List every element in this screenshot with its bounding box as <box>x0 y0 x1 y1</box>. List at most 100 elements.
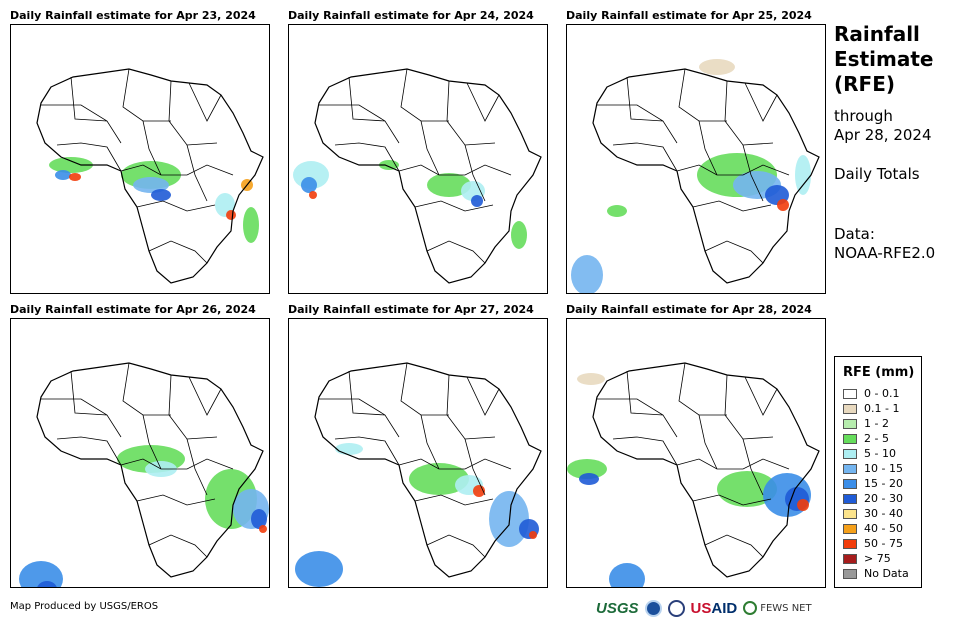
country-border <box>120 458 234 470</box>
country-border <box>398 164 512 176</box>
country-border <box>414 494 494 506</box>
rainfall-area <box>567 459 607 479</box>
legend-item: 10 - 15 <box>843 461 921 476</box>
country-border <box>612 436 678 466</box>
country-border <box>742 144 764 202</box>
continent-outline <box>592 68 820 284</box>
rainfall-area <box>151 189 171 201</box>
country-border <box>400 362 449 416</box>
legend-swatch <box>843 568 857 579</box>
commerce-seal-icon <box>667 599 685 617</box>
legend-swatch <box>843 478 857 489</box>
country-border <box>464 438 486 496</box>
rainfall-area <box>511 221 527 249</box>
africa-map-svg <box>571 59 820 293</box>
country-border <box>420 414 440 470</box>
map-title-block: Rainfall Estimate (RFE) through Apr 28, … <box>834 22 964 263</box>
country-border <box>597 104 678 144</box>
country-border <box>56 436 122 466</box>
through-label: through <box>834 107 893 125</box>
main-title-line: (RFE) <box>834 72 896 96</box>
rainfall-map <box>288 24 548 294</box>
legend-label: 15 - 20 <box>864 477 903 490</box>
rainfall-area <box>55 170 71 180</box>
legend-item: 0 - 0.1 <box>843 386 921 401</box>
legend-swatch <box>843 538 857 549</box>
main-title-line: Rainfall <box>834 22 920 46</box>
legend-label: No Data <box>864 567 909 580</box>
country-border <box>168 80 218 146</box>
rainfall-area <box>571 255 603 293</box>
country-border <box>186 144 208 202</box>
rainfall-area <box>427 173 471 197</box>
country-border <box>122 362 171 416</box>
country-border <box>56 142 122 172</box>
country-border <box>704 240 764 264</box>
country-border <box>464 144 486 202</box>
country-border <box>724 80 774 146</box>
country-border <box>676 164 790 176</box>
noaa-logo-icon <box>644 599 662 617</box>
country-border <box>148 240 208 264</box>
legend-label: 2 - 5 <box>864 432 889 445</box>
country-border <box>597 398 678 438</box>
continent-outline <box>36 362 264 578</box>
country-border <box>466 82 500 122</box>
rainfall-area <box>309 191 317 199</box>
country-border <box>724 374 774 440</box>
rfe-legend: RFE (mm) 0 - 0.1 0.1 - 1 1 - 2 2 - 5 5 - 10 1… <box>834 356 922 588</box>
country-border <box>319 398 400 438</box>
legend-item: 1 - 2 <box>843 416 921 431</box>
rainfall-area <box>529 531 537 539</box>
panel-title: Daily Rainfall estimate for Apr 28, 2024 <box>566 303 812 316</box>
legend-label: 0 - 0.1 <box>864 387 900 400</box>
legend-swatch <box>843 448 857 459</box>
continent-outline <box>592 362 820 578</box>
country-border <box>188 82 222 122</box>
legend-swatch <box>843 403 857 414</box>
country-border <box>41 398 122 438</box>
globe-icon <box>743 601 758 615</box>
country-border <box>398 458 512 470</box>
rainfall-area <box>226 210 236 220</box>
legend-swatch <box>843 418 857 429</box>
legend-item: No Data <box>843 566 921 581</box>
legend-item: 40 - 50 <box>843 521 921 536</box>
legend-item: 50 - 75 <box>843 536 921 551</box>
country-border <box>678 68 727 122</box>
rainfall-area <box>777 199 789 211</box>
legend-items: 0 - 0.1 0.1 - 1 1 - 2 2 - 5 5 - 10 10 - 15 15 … <box>835 386 921 581</box>
africa-map-svg <box>295 362 542 587</box>
rainfall-area <box>301 177 317 193</box>
country-border <box>420 120 440 176</box>
country-border <box>626 370 664 416</box>
africa-map-svg <box>293 68 542 284</box>
country-border <box>676 458 790 470</box>
legend-item: > 75 <box>843 551 921 566</box>
legend-label: 0.1 - 1 <box>864 402 900 415</box>
rainfall-map <box>566 318 826 588</box>
country-border <box>742 438 764 496</box>
country-border <box>142 120 162 176</box>
rainfall-map <box>288 318 548 588</box>
rainfall-area <box>19 561 63 587</box>
africa-map-svg <box>36 68 264 284</box>
rainfall-area <box>251 509 267 529</box>
rainfall-area <box>295 551 343 587</box>
country-border <box>446 374 496 440</box>
data-label: Data: <box>834 225 875 243</box>
rainfall-map <box>10 318 270 588</box>
country-border <box>692 200 772 212</box>
legend-swatch <box>843 493 857 504</box>
legend-swatch <box>843 463 857 474</box>
through-date: Apr 28, 2024 <box>834 126 932 144</box>
africa-map-svg <box>19 362 269 587</box>
country-border <box>70 76 108 122</box>
rainfall-area <box>335 443 363 455</box>
legend-item: 20 - 30 <box>843 491 921 506</box>
country-border <box>426 534 486 558</box>
continent-outline <box>314 68 542 284</box>
legend-label: 40 - 50 <box>864 522 903 535</box>
rainfall-area <box>795 155 811 195</box>
legend-item: 2 - 5 <box>843 431 921 446</box>
